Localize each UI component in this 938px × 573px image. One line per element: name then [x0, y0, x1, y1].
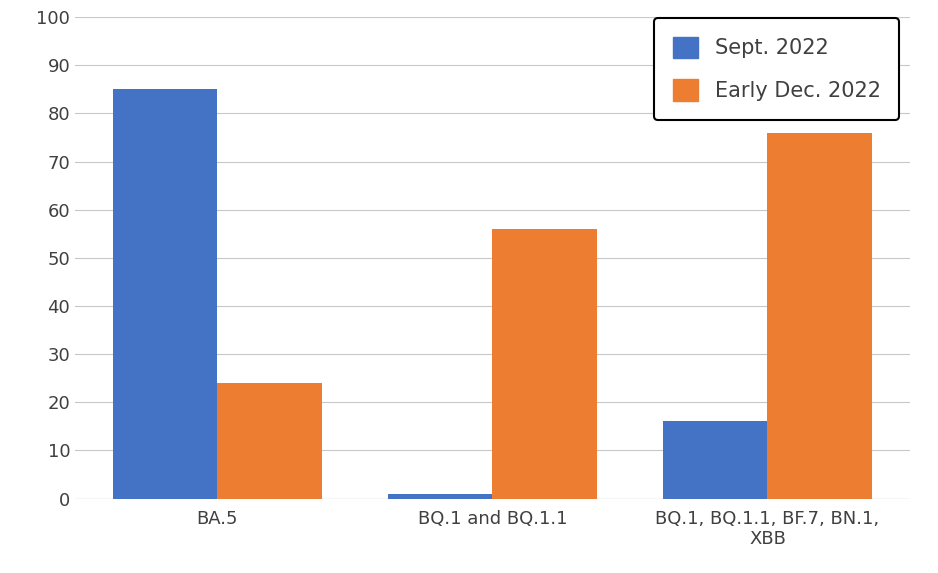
Legend: Sept. 2022, Early Dec. 2022: Sept. 2022, Early Dec. 2022: [655, 18, 900, 120]
Bar: [218, 383, 322, 499]
Bar: [492, 229, 597, 499]
Bar: [113, 89, 218, 499]
Bar: [663, 422, 767, 499]
Bar: [767, 133, 872, 499]
Bar: [388, 494, 492, 499]
